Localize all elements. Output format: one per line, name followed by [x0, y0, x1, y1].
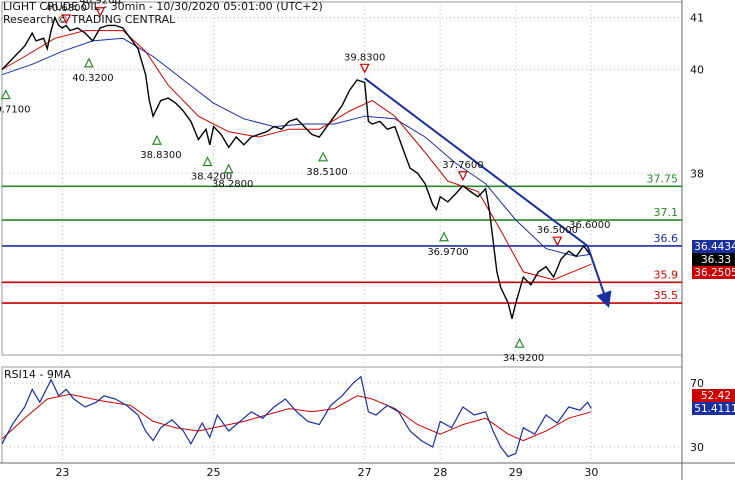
- swing-low-label: 38.2800: [212, 179, 253, 190]
- rsi-tag-label: 52.42: [701, 390, 731, 402]
- swing-high-label: 36.5000: [537, 225, 578, 236]
- swing-low-marker: [83, 57, 94, 68]
- level-label: 35.5: [654, 289, 679, 302]
- swing-high-label: 37.7600: [442, 160, 483, 171]
- swing-low-marker: [202, 156, 213, 167]
- level-label: 37.1: [654, 206, 679, 219]
- rsi-tag-box: [692, 389, 735, 402]
- chart-title: LIGHT CRUDE OIL - 30min - 10/30/2020 05:…: [3, 0, 323, 13]
- swing-low-label: 36.9700: [427, 247, 468, 258]
- swing-low-label: 39.7100: [0, 105, 30, 116]
- rsi-tick-label: 70: [690, 377, 704, 390]
- resistance-trendline: [364, 77, 589, 247]
- level-label: 37.75: [647, 172, 679, 185]
- swing-low-label: 38.4200: [191, 172, 232, 183]
- time-tick-label: 30: [584, 466, 598, 479]
- swing-low-label: 38.5100: [306, 167, 347, 178]
- swing-high-marker: [95, 7, 106, 18]
- swing-low-marker: [223, 163, 234, 174]
- forecast-arrow: [586, 245, 612, 309]
- rsi-tag-box: [692, 402, 735, 415]
- chart-credit: Research © TRADING CENTRAL: [3, 13, 176, 26]
- swing-high-label: 40.9200: [80, 0, 121, 7]
- price-tick-label: 38: [690, 167, 704, 180]
- swing-low-marker: [514, 337, 525, 348]
- rsi-moving-average: [1, 393, 592, 442]
- swing-high-marker: [552, 236, 563, 247]
- swing-low-marker: [151, 134, 162, 145]
- price-series: [1, 15, 592, 319]
- price-tag-label: 36.2505: [694, 267, 735, 279]
- level-annotation-label: 36.6000: [569, 220, 610, 231]
- swing-high-marker: [457, 171, 468, 182]
- price-tag-label: 36.33: [701, 254, 731, 266]
- fast-moving-average: [1, 30, 592, 281]
- time-tick-label: 29: [509, 466, 523, 479]
- level-label: 36.6: [654, 232, 679, 245]
- swing-low-marker: [439, 231, 449, 242]
- swing-low-label: 34.9200: [503, 353, 544, 364]
- swing-low-label: 38.8300: [140, 150, 181, 161]
- time-tick-label: 25: [207, 466, 221, 479]
- price-tag-label: 36.4434: [694, 241, 735, 253]
- swing-low-marker: [318, 151, 329, 162]
- rsi-panel-title: RSI14 - 9MA: [4, 368, 71, 381]
- time-tick-label: 27: [358, 466, 372, 479]
- price-tag-box: [692, 253, 735, 266]
- swing-high-label: 39.8300: [344, 52, 385, 63]
- rsi-tag-label: 51.4111: [694, 403, 735, 415]
- price-tick-label: 41: [690, 12, 704, 25]
- price-tick-label: 40: [690, 63, 704, 76]
- swing-high-marker: [61, 14, 72, 25]
- slow-moving-average: [1, 37, 592, 257]
- time-tick-label: 23: [55, 466, 69, 479]
- price-tag-box: [692, 240, 735, 253]
- swing-low-label: 40.3200: [72, 73, 113, 84]
- rsi-tick-label: 30: [690, 441, 704, 454]
- price-panel-frame: [1, 1, 683, 356]
- rsi-series: [1, 375, 592, 458]
- time-tick-label: 28: [433, 466, 447, 479]
- level-label: 35.9: [654, 268, 679, 281]
- price-tag-box: [692, 266, 735, 279]
- swing-high-label: 40.6800: [46, 3, 87, 14]
- swing-high-marker: [359, 63, 370, 74]
- swing-low-marker: [0, 89, 11, 100]
